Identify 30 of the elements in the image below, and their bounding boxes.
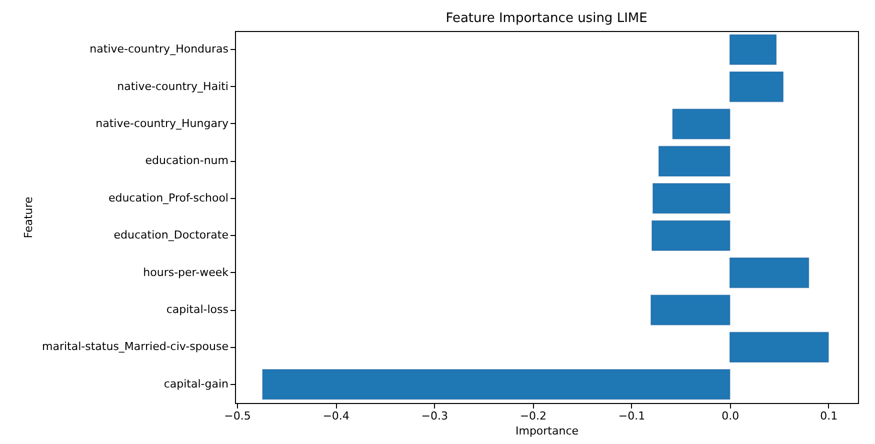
y-tick-label: marital-status_Married-civ-spouse — [42, 340, 229, 354]
y-tick-label: hours-per-week — [143, 266, 230, 279]
x-tick-label: −0.4 — [322, 410, 350, 422]
x-tick-label: −0.2 — [520, 410, 547, 422]
y-axis-title: Feature — [22, 196, 36, 238]
y-tick-label: capital-loss — [166, 303, 229, 316]
chart-title: Feature Importance using LIME — [446, 11, 648, 26]
bar — [650, 294, 730, 326]
x-tick-label: −0.1 — [618, 410, 646, 422]
y-tick-label: education_Prof-school — [108, 191, 228, 204]
bar — [262, 369, 730, 400]
x-tick-label: −0.5 — [224, 410, 251, 422]
x-tick-label: 0.0 — [722, 410, 740, 422]
y-tick-label: native-country_Haiti — [117, 80, 228, 93]
bar — [729, 34, 777, 65]
bar — [729, 72, 784, 102]
x-tick-label: −0.3 — [421, 410, 448, 422]
bar — [672, 108, 730, 140]
y-tick-label: capital-gain — [164, 377, 229, 390]
bar — [658, 146, 730, 176]
x-tick-label: 0.1 — [820, 410, 838, 422]
bar — [652, 220, 730, 251]
y-tick-label: native-country_Hungary — [96, 117, 229, 130]
y-tick-label: education_Doctorate — [114, 228, 229, 242]
bar — [652, 183, 730, 214]
y-tick-label: education-num — [145, 154, 228, 168]
y-tick-label: native-country_Honduras — [90, 42, 229, 56]
x-axis-title: Importance — [515, 424, 579, 438]
bar — [729, 332, 829, 362]
bar — [729, 258, 810, 288]
